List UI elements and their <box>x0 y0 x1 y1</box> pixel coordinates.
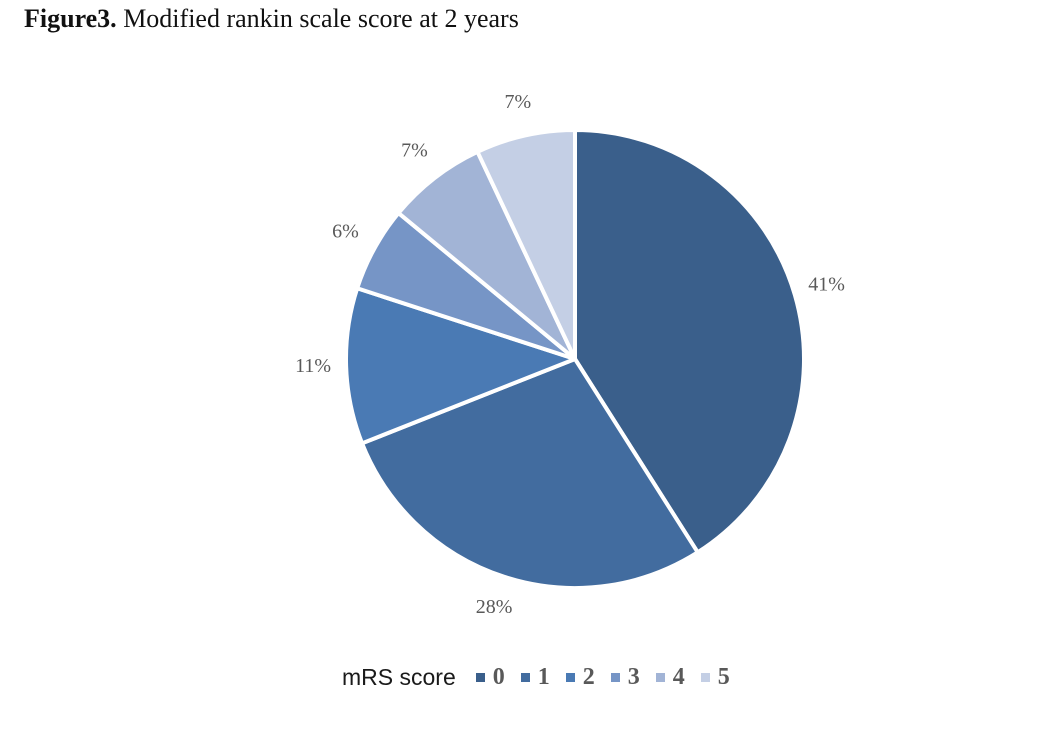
legend-items: 0 1 2 3 4 5 <box>475 664 746 691</box>
data-label-2: 11% <box>295 355 331 377</box>
legend-item-5: 5 <box>700 664 730 691</box>
legend-swatch-0 <box>475 673 485 682</box>
legend-title: mRS score <box>342 664 456 690</box>
legend-item-2: 2 <box>565 664 595 691</box>
legend-item-4: 4 <box>655 664 685 691</box>
legend-swatch-2 <box>565 673 575 682</box>
data-label-0: 41% <box>808 273 845 295</box>
pie-slice-1 <box>360 357 700 590</box>
legend-label-1: 1 <box>537 664 550 690</box>
data-label-5: 7% <box>505 91 532 113</box>
legend-label-4: 4 <box>672 664 685 690</box>
figure-title: Figure3. Modified rankin scale score at … <box>24 4 519 34</box>
legend-swatch-4 <box>655 673 665 682</box>
legend-item-1: 1 <box>520 664 550 691</box>
legend-item-0: 0 <box>475 664 505 691</box>
data-label-1: 28% <box>476 596 513 618</box>
figure-label: Figure3. <box>24 4 117 33</box>
legend-label-5: 5 <box>717 664 730 690</box>
data-label-3: 6% <box>332 220 359 242</box>
pie-data-labels: 41% 28% 11% 6% 7% 7% <box>295 91 845 618</box>
pie-slice-5 <box>475 128 577 361</box>
data-label-4: 7% <box>401 140 428 162</box>
legend-item-3: 3 <box>610 664 640 691</box>
legend-label-2: 2 <box>582 664 595 690</box>
legend-swatch-3 <box>610 673 620 682</box>
pie-slice-2 <box>344 286 577 446</box>
pie-slices <box>344 128 806 590</box>
legend-swatch-5 <box>700 673 710 682</box>
legend-swatch-1 <box>520 673 530 682</box>
figure-caption: Modified rankin scale score at 2 years <box>123 4 519 33</box>
chart-legend: mRS score 0 1 2 3 4 5 <box>342 664 746 691</box>
legend-label-0: 0 <box>492 664 505 690</box>
legend-label-3: 3 <box>627 664 640 690</box>
